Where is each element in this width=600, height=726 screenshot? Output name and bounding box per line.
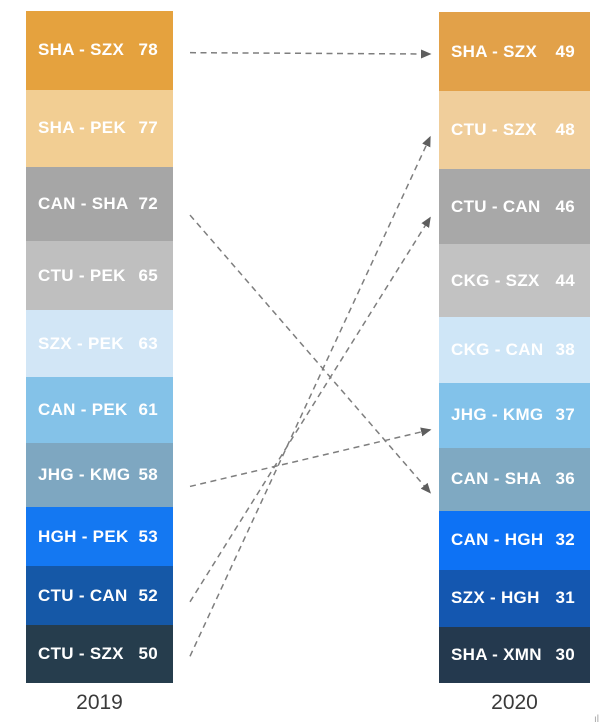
- route-block: SHA - XMN 30: [439, 626, 590, 684]
- route-label: CAN - SHA: [451, 469, 542, 489]
- route-block: CAN - SHA 36: [439, 447, 590, 511]
- flow-arrow: [189, 214, 431, 494]
- route-value: 31: [555, 588, 575, 608]
- route-value: 61: [138, 400, 158, 420]
- column-2019: SHA - SZX 78 SHA - PEK 77 CAN - SHA 72 CTU - P…: [26, 11, 173, 683]
- route-block: SHA - PEK 77: [26, 89, 173, 168]
- route-block: HGH - PEK 53: [26, 506, 173, 567]
- route-label: SHA - SZX: [451, 41, 538, 61]
- route-label: CKG - CAN: [451, 340, 544, 360]
- route-value: 44: [555, 270, 575, 290]
- route-block: JHG - KMG 58: [26, 443, 173, 507]
- route-block: CAN - PEK 61: [26, 377, 173, 444]
- route-block: JHG - KMG 37: [439, 383, 590, 448]
- route-label: CKG - SZX: [451, 270, 540, 290]
- route-value: 65: [138, 265, 158, 285]
- route-value: 50: [138, 644, 158, 664]
- flow-arrow: [189, 427, 432, 488]
- route-block: SZX - PEK 63: [26, 310, 173, 378]
- route-label: CTU - CAN: [38, 585, 128, 605]
- route-block: CTU - SZX 50: [26, 625, 173, 683]
- column-2020: SHA - SZX 49 CTU - SZX 48 CTU - CAN 46 CKG - S…: [439, 12, 590, 684]
- route-block: SHA - SZX 49: [439, 12, 590, 92]
- route-value: 77: [138, 118, 158, 138]
- route-label: CAN - HGH: [451, 530, 544, 550]
- flow-arrow: [189, 216, 431, 603]
- route-label: JHG - KMG: [451, 405, 544, 425]
- route-label: CTU - PEK: [38, 265, 126, 285]
- flow-arrow: [189, 49, 432, 59]
- route-value: 37: [555, 405, 575, 425]
- route-value: 78: [138, 40, 158, 60]
- route-label: HGH - PEK: [38, 526, 129, 546]
- route-label: SHA - SZX: [38, 40, 125, 60]
- route-block: CTU - CAN 52: [26, 566, 173, 626]
- route-value: 52: [138, 585, 158, 605]
- route-label: CAN - PEK: [38, 400, 128, 420]
- route-value: 46: [555, 196, 575, 216]
- route-value: 63: [138, 333, 158, 353]
- route-value: 32: [555, 530, 575, 550]
- route-label: JHG - KMG: [38, 464, 131, 484]
- route-block: SZX - HGH 31: [439, 569, 590, 627]
- route-block: CKG - SZX 44: [439, 244, 590, 318]
- route-value: 48: [555, 119, 575, 139]
- route-label: SZX - PEK: [38, 333, 124, 353]
- route-value: 38: [555, 340, 575, 360]
- route-block: CTU - SZX 48: [439, 91, 590, 169]
- route-value: 30: [555, 644, 575, 664]
- route-label: CTU - SZX: [451, 119, 537, 139]
- route-label: CAN - SHA: [38, 194, 129, 214]
- route-value: 49: [555, 41, 575, 61]
- flow-arrow: [189, 135, 431, 657]
- route-label: SZX - HGH: [451, 588, 540, 608]
- route-label: SHA - PEK: [38, 118, 127, 138]
- route-label: CTU - CAN: [451, 196, 541, 216]
- route-value: 72: [138, 194, 158, 214]
- route-value: 53: [138, 526, 158, 546]
- year-label-2019: 2019: [76, 691, 123, 714]
- route-value: 36: [555, 469, 575, 489]
- route-block: CKG - CAN 38: [439, 317, 590, 384]
- route-block: CAN - SHA 72: [26, 167, 173, 242]
- year-label-2020: 2020: [491, 691, 538, 714]
- route-block: CAN - HGH 32: [439, 510, 590, 570]
- route-label: SHA - XMN: [451, 644, 542, 664]
- corner-mark: ıl: [594, 714, 599, 725]
- route-block: CTU - PEK 65: [26, 241, 173, 311]
- route-value: 58: [138, 464, 158, 484]
- route-label: CTU - SZX: [38, 644, 124, 664]
- route-block: SHA - SZX 78: [26, 11, 173, 90]
- route-block: CTU - CAN 46: [439, 168, 590, 245]
